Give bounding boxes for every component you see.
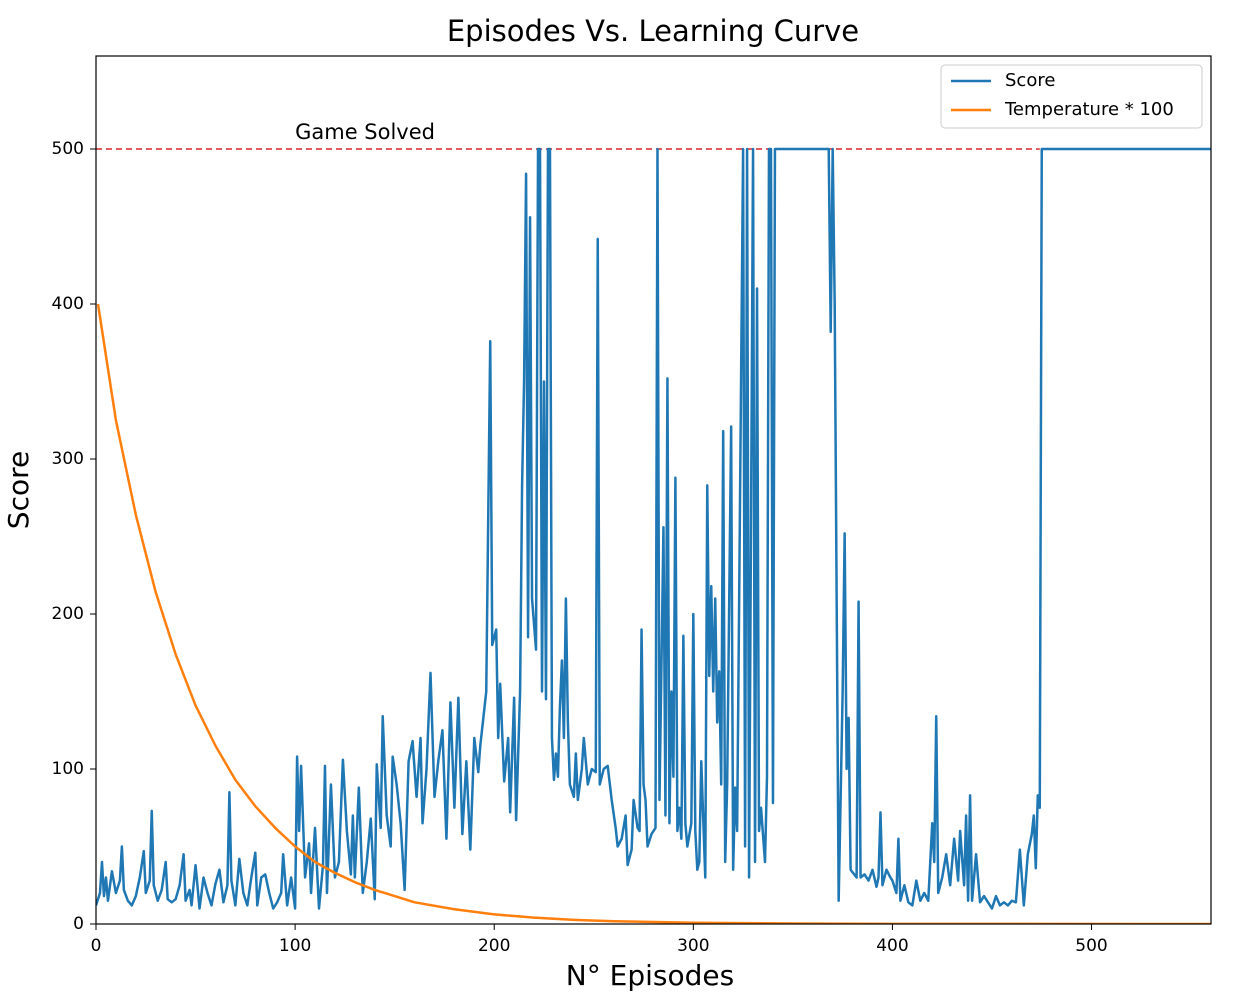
x-tick-label: 200 <box>478 936 510 956</box>
y-tick-label: 300 <box>52 449 84 469</box>
x-tick-label: 500 <box>1075 936 1107 956</box>
x-tick-label: 400 <box>876 936 908 956</box>
x-axis-label: N° Episodes <box>566 959 734 992</box>
threshold-label: Game Solved <box>295 120 435 144</box>
x-tick-label: 300 <box>677 936 709 956</box>
legend-label: Temperature * 100 <box>1004 99 1174 120</box>
series-line <box>96 303 1211 924</box>
x-tick-label: 0 <box>91 936 102 956</box>
legend-label: Score <box>1005 70 1055 91</box>
x-tick-label: 100 <box>279 936 311 956</box>
y-tick-label: 400 <box>52 294 84 314</box>
chart-title: Episodes Vs. Learning Curve <box>447 14 859 48</box>
y-tick-label: 100 <box>52 759 84 779</box>
plot-frame <box>95 55 1212 925</box>
y-tick-label: 0 <box>73 914 84 934</box>
legend-box <box>940 64 1203 129</box>
y-tick-label: 200 <box>52 604 84 624</box>
series-line <box>96 147 1211 910</box>
y-tick-label: 500 <box>52 139 84 159</box>
y-axis-label: Score <box>2 451 35 529</box>
